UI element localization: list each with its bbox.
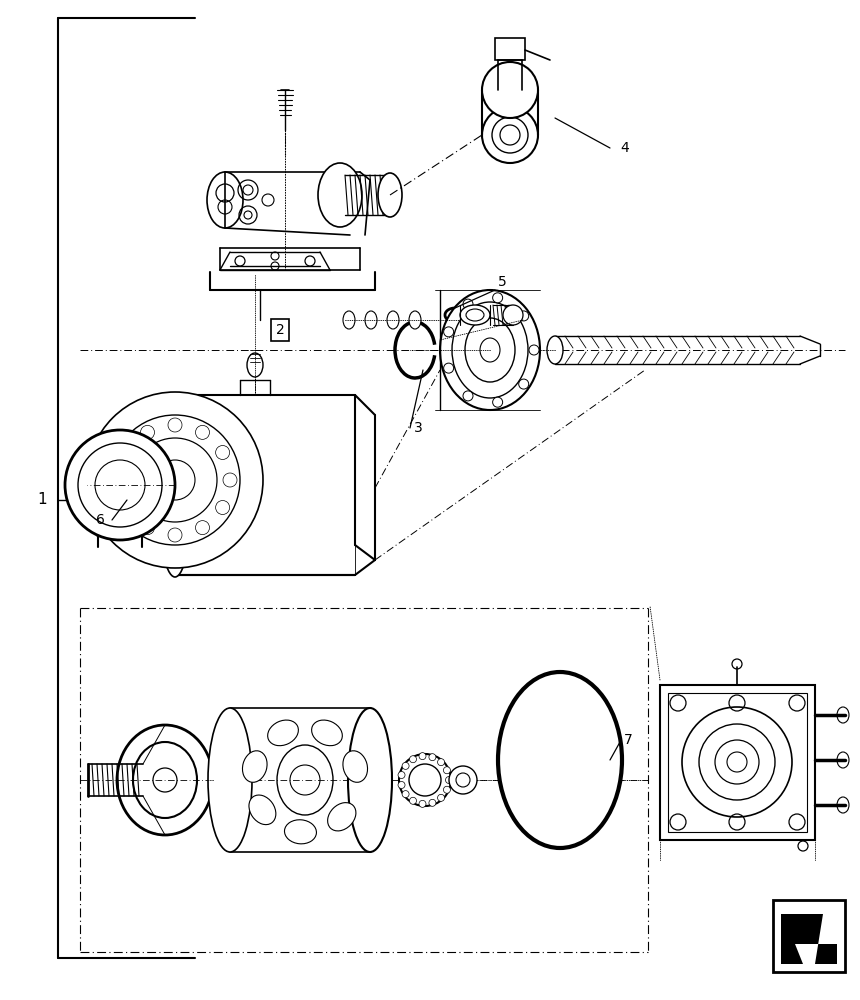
Circle shape (682, 707, 792, 817)
Circle shape (670, 695, 686, 711)
Circle shape (429, 754, 436, 761)
Circle shape (216, 500, 230, 514)
Circle shape (223, 473, 237, 487)
Circle shape (195, 425, 210, 439)
Circle shape (670, 814, 686, 830)
Ellipse shape (399, 754, 451, 806)
Circle shape (529, 345, 539, 355)
Circle shape (140, 521, 155, 535)
Circle shape (789, 814, 805, 830)
Circle shape (65, 430, 175, 540)
Ellipse shape (409, 311, 421, 329)
Ellipse shape (157, 393, 193, 577)
Ellipse shape (348, 708, 392, 852)
Text: 6: 6 (95, 513, 104, 527)
Ellipse shape (547, 336, 563, 364)
Ellipse shape (343, 751, 367, 782)
Ellipse shape (482, 107, 538, 163)
Ellipse shape (267, 720, 298, 746)
Circle shape (409, 797, 416, 804)
Circle shape (140, 425, 155, 439)
Bar (495, 38, 525, 60)
Ellipse shape (318, 163, 362, 227)
Ellipse shape (247, 353, 263, 377)
Ellipse shape (498, 672, 622, 848)
Circle shape (444, 767, 451, 774)
Circle shape (168, 528, 182, 542)
Ellipse shape (208, 708, 252, 852)
Ellipse shape (460, 305, 490, 325)
Circle shape (409, 756, 416, 763)
Text: 2: 2 (275, 323, 285, 337)
Ellipse shape (343, 311, 355, 329)
Ellipse shape (387, 311, 399, 329)
Text: 4: 4 (621, 141, 630, 155)
Bar (660, 685, 815, 840)
Circle shape (402, 762, 409, 769)
Circle shape (463, 299, 473, 309)
Bar (668, 693, 807, 832)
Ellipse shape (440, 290, 540, 410)
Circle shape (419, 800, 426, 807)
Ellipse shape (285, 820, 316, 844)
Circle shape (429, 799, 436, 806)
Circle shape (444, 363, 454, 373)
Circle shape (168, 418, 182, 432)
Text: 3: 3 (414, 421, 422, 435)
Circle shape (398, 781, 405, 788)
Circle shape (438, 759, 445, 766)
Circle shape (493, 397, 502, 407)
Bar (773, 900, 845, 972)
Circle shape (398, 772, 405, 779)
Circle shape (216, 446, 230, 460)
Circle shape (519, 311, 529, 321)
Circle shape (402, 791, 409, 798)
Circle shape (195, 521, 210, 535)
Ellipse shape (249, 795, 276, 825)
Polygon shape (781, 914, 837, 964)
Ellipse shape (482, 62, 538, 118)
Circle shape (444, 327, 454, 337)
Ellipse shape (503, 305, 523, 325)
Circle shape (120, 500, 134, 514)
Text: 7: 7 (624, 733, 632, 747)
Ellipse shape (207, 172, 243, 228)
Ellipse shape (378, 173, 402, 217)
Circle shape (463, 391, 473, 401)
Ellipse shape (365, 311, 377, 329)
Text: 1: 1 (37, 492, 46, 508)
Circle shape (120, 446, 134, 460)
Circle shape (493, 293, 502, 303)
Ellipse shape (243, 751, 267, 782)
Circle shape (438, 794, 445, 801)
Ellipse shape (328, 803, 356, 831)
Ellipse shape (311, 720, 342, 746)
Circle shape (444, 786, 451, 793)
Circle shape (419, 753, 426, 760)
Circle shape (87, 392, 263, 568)
Circle shape (445, 776, 452, 784)
Circle shape (113, 473, 127, 487)
Ellipse shape (449, 766, 477, 794)
Circle shape (789, 695, 805, 711)
Text: 5: 5 (498, 275, 507, 289)
Circle shape (519, 379, 529, 389)
